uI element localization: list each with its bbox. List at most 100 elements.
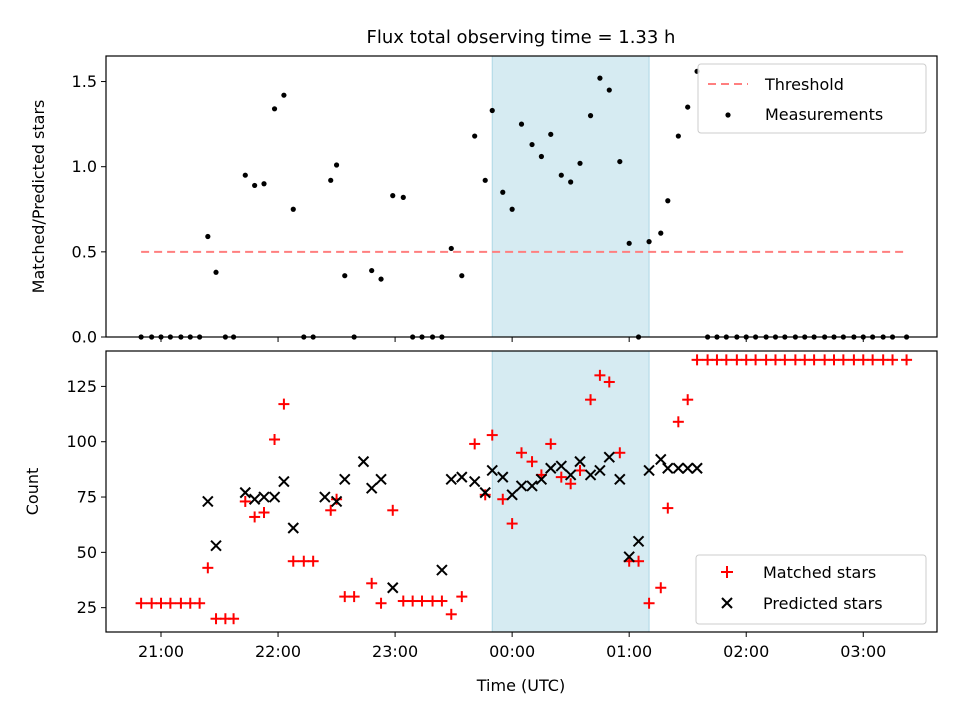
measurement-point xyxy=(342,273,348,279)
predicted-star-marker xyxy=(603,451,615,463)
measurement-point xyxy=(290,206,296,212)
matched-star-marker xyxy=(164,597,176,609)
predicted-star-marker xyxy=(479,486,491,499)
matched-star-marker xyxy=(445,608,457,620)
matched-star-marker xyxy=(175,597,187,609)
matched-star-marker xyxy=(828,354,840,366)
predicted-star-marker xyxy=(662,462,674,474)
matched-star-marker xyxy=(585,394,597,406)
observing-window-span xyxy=(491,55,650,338)
matched-star-marker xyxy=(837,354,849,366)
measurement-point xyxy=(606,87,612,93)
predicted-star-marker xyxy=(339,473,351,486)
matched-star-marker xyxy=(155,597,167,609)
predicted-star-marker xyxy=(319,491,331,503)
measurement-point xyxy=(500,189,506,195)
matched-star-marker xyxy=(731,354,743,366)
predicted-star-marker xyxy=(545,462,557,474)
matched-star-marker xyxy=(375,597,387,609)
measurement-point xyxy=(587,113,594,119)
predicted-star-marker xyxy=(672,462,685,474)
measurement-point xyxy=(509,206,515,212)
measurement-point xyxy=(558,172,564,178)
matched-star-marker xyxy=(750,354,762,366)
matched-star-marker xyxy=(331,493,343,505)
predicted-star-marker xyxy=(202,495,214,508)
predicted-star-marker xyxy=(506,489,518,501)
predicted-star-marker xyxy=(468,475,481,488)
matched-star-marker xyxy=(672,416,684,428)
matched-star-marker xyxy=(228,613,240,625)
measurement-point xyxy=(242,172,248,178)
ratio-y-label: Matched/Predicted stars xyxy=(29,100,48,294)
measurement-point xyxy=(271,106,278,112)
matched-star-marker xyxy=(339,591,351,603)
matched-star-marker xyxy=(239,495,251,507)
y-tick-label: 100 xyxy=(66,432,97,451)
predicted-star-marker xyxy=(594,464,606,477)
predicted-star-marker xyxy=(210,540,222,552)
matched-star-marker xyxy=(427,595,439,607)
matched-star-marker xyxy=(366,577,378,589)
matched-star-marker xyxy=(469,438,481,450)
matched-star-marker xyxy=(740,354,752,366)
matched-star-marker xyxy=(760,354,772,366)
matched-star-marker xyxy=(387,504,399,516)
measurement-point xyxy=(489,107,495,114)
y-tick-label: 125 xyxy=(66,377,97,396)
predicted-star-marker xyxy=(387,582,399,594)
measurement-point xyxy=(390,193,396,199)
matched-star-marker xyxy=(416,595,428,607)
measurement-point xyxy=(333,162,340,168)
time-x-label: Time (UTC) xyxy=(476,676,565,695)
predicted-star-marker xyxy=(456,471,468,483)
matched-star-marker xyxy=(184,597,196,609)
predicted-star-marker xyxy=(497,471,509,483)
count-panel-frame xyxy=(105,350,938,633)
measurement-point xyxy=(281,92,287,98)
x-tick-label: 23:00 xyxy=(372,642,418,661)
predicted-star-marker xyxy=(555,460,568,472)
matched-star-marker xyxy=(877,354,889,366)
matched-star-marker xyxy=(819,354,831,366)
matched-star-marker xyxy=(194,597,206,609)
matched-star-marker xyxy=(769,354,781,366)
matched-star-marker xyxy=(249,511,261,523)
matched-star-marker xyxy=(662,502,674,514)
matched-star-marker xyxy=(516,447,527,459)
matched-star-marker xyxy=(298,555,310,567)
predicted-star-marker xyxy=(268,491,281,503)
measurement-point xyxy=(328,177,334,183)
x-tick-label: 01:00 xyxy=(606,642,652,661)
predicted-star-marker xyxy=(258,491,270,503)
count-y-axis: 25 50 75 100 125 xyxy=(66,377,106,617)
matched-star-marker xyxy=(857,354,869,366)
matched-star-marker xyxy=(594,369,606,381)
measurement-point xyxy=(646,239,652,245)
predicted-star-marker xyxy=(365,482,378,494)
measurement-point xyxy=(665,198,671,204)
matched-star-marker xyxy=(555,471,567,483)
x-tick-label: 00:00 xyxy=(489,642,535,661)
predicted-star-marker xyxy=(584,469,597,481)
matched-star-marker xyxy=(526,456,538,468)
predicted-star-marker xyxy=(445,473,457,486)
measurement-point xyxy=(685,104,691,110)
count-legend: Matched stars Predicted stars xyxy=(695,554,927,625)
legend-measurement-label: Measurements xyxy=(765,105,883,124)
count-panel: 25 50 75 100 125 21:00 22:00 23:00 00:00 01:00 02… xyxy=(23,350,938,695)
measurement-point xyxy=(658,230,664,236)
matched-star-marker xyxy=(655,582,667,594)
legend-predicted-swatch xyxy=(721,597,733,609)
matched-star-marker xyxy=(720,354,732,366)
measurement-point xyxy=(529,141,535,148)
predicted-star-marker xyxy=(526,480,538,492)
predicted-star-marker xyxy=(330,495,343,508)
matched-star-marker xyxy=(258,507,270,519)
matched-star-marker xyxy=(146,597,158,609)
measurement-point xyxy=(617,158,623,165)
ratio-panel-frame xyxy=(105,55,938,338)
x-tick-label: 02:00 xyxy=(723,642,769,661)
predicted-star-marker xyxy=(515,480,528,492)
count-y-label: Count xyxy=(23,468,42,516)
